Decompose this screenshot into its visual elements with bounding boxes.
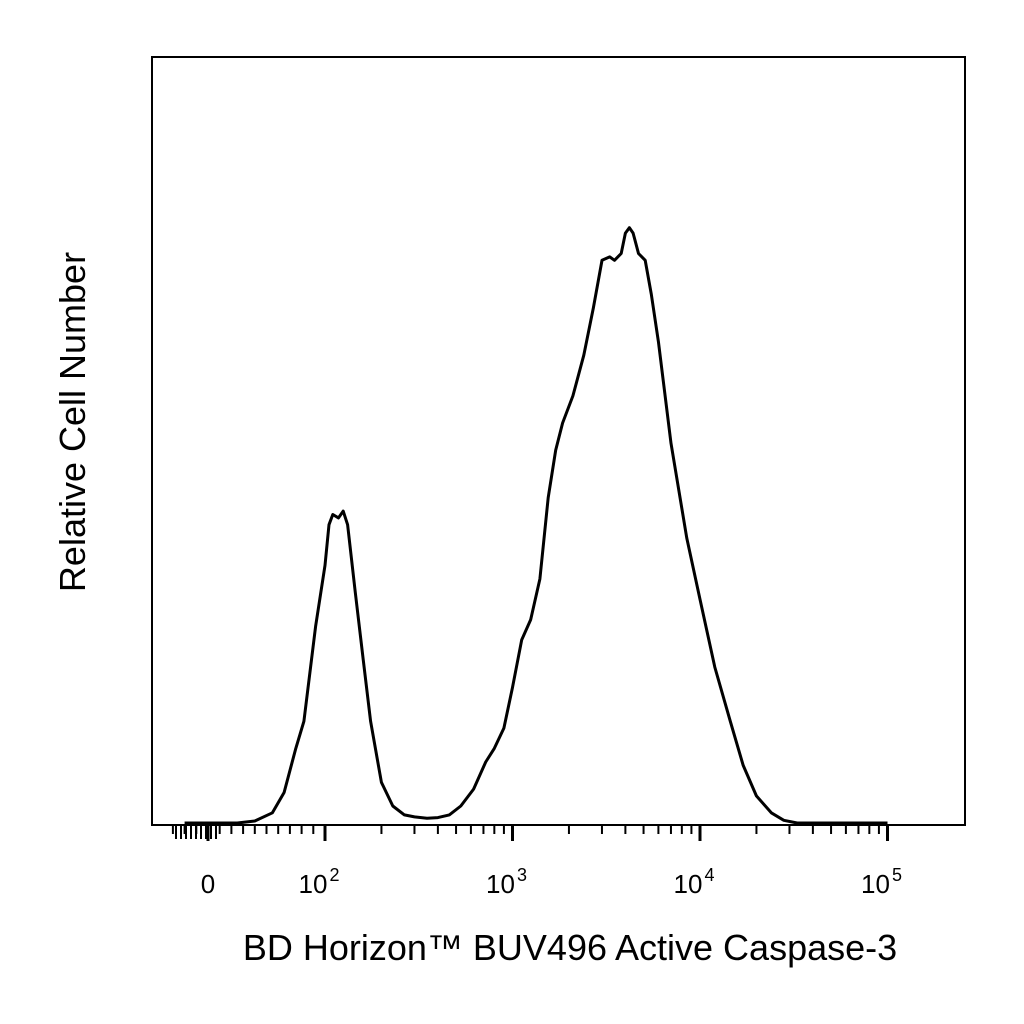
x-minor-ticks [171,825,880,839]
x-tick-label: 10 5 [861,865,902,899]
histogram-series-line [184,226,888,825]
x-major-ticks [206,825,889,841]
x-tick-label: 10 2 [299,865,340,899]
y-axis-title: Relative Cell Number [52,252,93,592]
x-axis-title: BD Horizon™ BUV496 Active Caspase-3 [243,927,897,968]
x-tick-labels: 0 10 2 10 3 10 4 10 5 [201,865,902,899]
x-tick-label: 0 [201,869,215,899]
x-tick-label: 10 3 [486,865,527,899]
plot-frame [151,56,966,826]
x-tick-label: 10 4 [674,865,715,899]
